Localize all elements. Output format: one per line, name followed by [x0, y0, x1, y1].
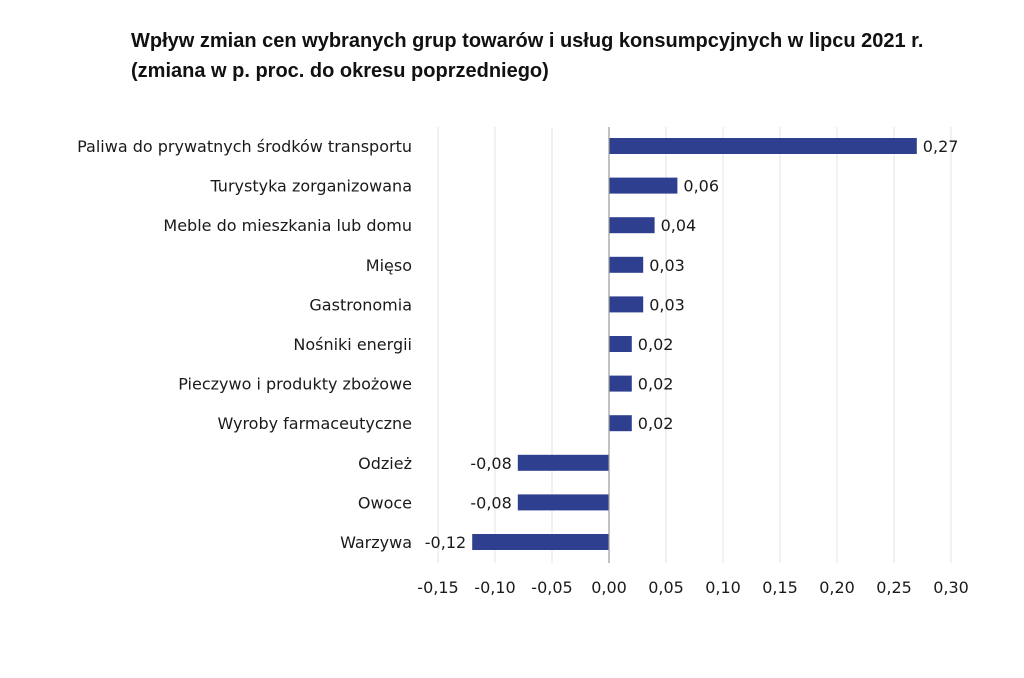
data-label: 0,02	[638, 375, 674, 394]
category-label: Meble do mieszkania lub domu	[163, 216, 412, 235]
category-label: Wyroby farmaceutyczne	[217, 414, 412, 433]
data-label: -0,08	[470, 454, 511, 473]
chart-title: Wpływ zmian cen wybranych grup towarów i…	[131, 30, 924, 52]
bar	[517, 454, 609, 471]
category-label: Warzywa	[340, 533, 412, 552]
data-label: 0,06	[683, 177, 719, 196]
x-tick-label: 0,05	[648, 578, 684, 597]
x-tick-label: -0,10	[474, 578, 515, 597]
bar	[609, 296, 644, 313]
category-label: Gastronomia	[309, 295, 412, 314]
bar	[517, 494, 609, 511]
data-label: 0,27	[923, 137, 959, 156]
bar	[609, 375, 632, 392]
x-tick-label: 0,25	[876, 578, 912, 597]
chart-title-block: Wpływ zmian cen wybranych grup towarów i…	[131, 26, 991, 86]
x-tick-label: 0,30	[933, 578, 969, 597]
bar	[609, 177, 678, 194]
category-label: Turystyka zorganizowana	[209, 177, 412, 196]
data-label: 0,04	[661, 216, 697, 235]
category-label: Odzież	[358, 454, 412, 473]
category-label: Paliwa do prywatnych środków transportu	[77, 137, 412, 156]
x-tick-label: 0,10	[705, 578, 741, 597]
bar	[609, 138, 917, 154]
x-tick-label: -0,15	[417, 578, 458, 597]
data-label: -0,08	[470, 493, 511, 512]
bar	[609, 217, 655, 234]
data-label: 0,02	[638, 414, 674, 433]
chart-subtitle: (zmiana w p. proc. do okresu poprzednieg…	[131, 60, 549, 82]
data-label: 0,03	[649, 295, 685, 314]
x-tick-label: 0,15	[762, 578, 798, 597]
bar	[609, 415, 632, 432]
bar	[472, 534, 609, 550]
x-tick-label: 0,00	[591, 578, 627, 597]
data-label: 0,02	[638, 335, 674, 354]
x-tick-label: 0,20	[819, 578, 855, 597]
data-label: 0,03	[649, 256, 685, 275]
category-label: Mięso	[366, 256, 412, 275]
data-label: -0,12	[425, 533, 466, 552]
category-label: Nośniki energii	[293, 335, 412, 354]
category-label: Owoce	[358, 493, 412, 512]
bar	[609, 256, 644, 273]
x-tick-label: -0,05	[531, 578, 572, 597]
category-label: Pieczywo i produkty zbożowe	[178, 375, 412, 394]
bar	[609, 336, 632, 352]
